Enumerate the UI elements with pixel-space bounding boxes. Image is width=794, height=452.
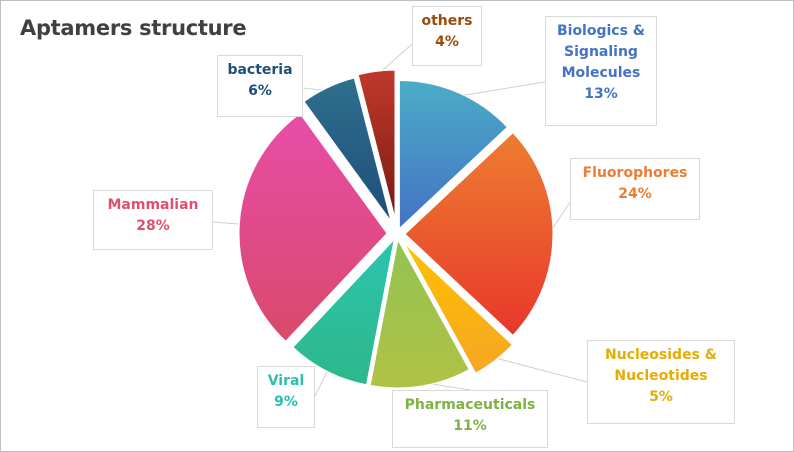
data-label: Mammalian 28%: [93, 190, 213, 250]
data-label: others 4%: [412, 6, 482, 66]
data-label-percent: 13%: [584, 86, 618, 102]
pie-slice-nucleosides-nucleotides: [403, 243, 513, 374]
data-label-name: Fluorophores: [582, 165, 688, 181]
pie-slice-pharmaceuticals: [369, 238, 470, 389]
data-label-name: Nucleotides: [614, 368, 708, 384]
pie-slice-biologics-signaling-molecules: [398, 79, 508, 230]
data-label-name: Molecules: [561, 65, 641, 81]
chart-title: Aptamers structure: [20, 16, 247, 40]
data-label-percent: 28%: [136, 218, 170, 234]
data-label-percent: 4%: [435, 34, 459, 50]
data-label-percent: 5%: [649, 389, 673, 405]
data-label: Fluorophores 24%: [570, 158, 700, 220]
leader-line: [376, 43, 413, 76]
data-label-name: others: [421, 13, 473, 29]
pie-slice-mammalian: [238, 112, 388, 342]
data-label: Viral 9%: [257, 366, 315, 428]
pie-slice-bacteria: [303, 77, 392, 222]
pie-slice-viral: [292, 237, 396, 386]
data-label: bacteria 6%: [217, 55, 303, 117]
pie-slice-fluorophores: [404, 131, 554, 337]
leader-line: [492, 356, 588, 383]
data-label: Biologics & Signaling Molecules 13%: [545, 16, 657, 126]
data-label-percent: 11%: [453, 418, 487, 434]
pie-slice-others: [357, 69, 396, 219]
data-label-percent: 9%: [274, 394, 298, 410]
data-label-name: Pharmaceuticals: [404, 397, 536, 413]
data-label-name: Viral: [267, 373, 305, 389]
data-label-name: Nucleosides &: [605, 347, 717, 363]
data-label: Nucleosides & Nucleotides 5%: [587, 340, 735, 424]
data-label-percent: 24%: [618, 186, 652, 202]
data-label: Pharmaceuticals 11%: [392, 390, 548, 448]
leader-line: [212, 221, 244, 225]
data-label-name: Biologics &: [556, 23, 646, 39]
data-label-percent: 6%: [248, 83, 272, 99]
data-label-name: Mammalian: [107, 197, 199, 213]
leader-line: [456, 81, 546, 97]
data-label-name: Signaling: [564, 44, 638, 60]
data-label-name: bacteria: [227, 62, 293, 78]
leader-line: [314, 367, 330, 397]
